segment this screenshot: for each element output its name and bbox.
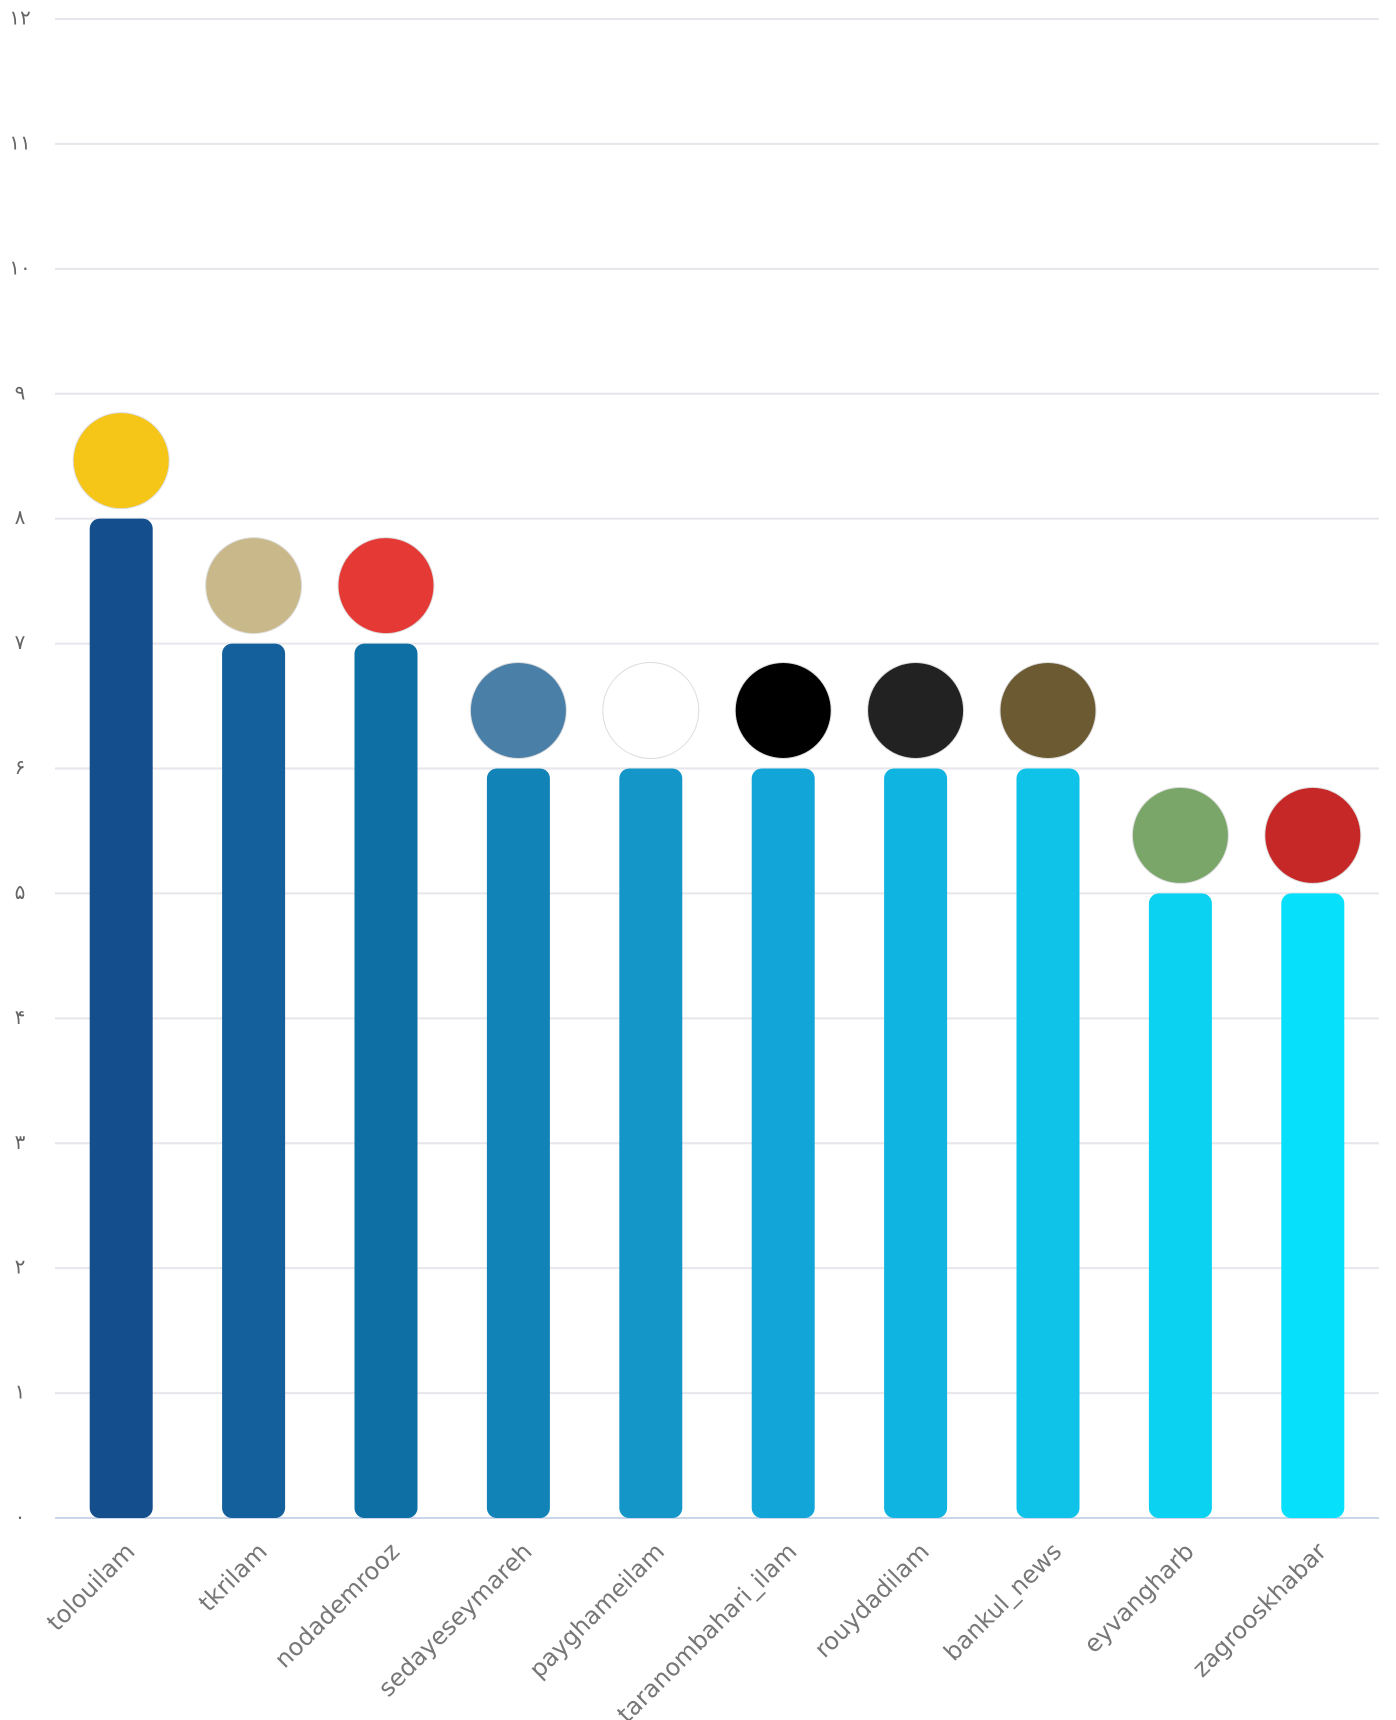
y-tick-label: ۸ (15, 505, 26, 529)
channel-avatar (868, 663, 964, 759)
bar (1017, 769, 1080, 1519)
y-tick-label: ۹ (15, 380, 26, 404)
channel-avatar (470, 663, 566, 759)
channel-avatar (338, 538, 434, 634)
x-tick-label: payghameilam (524, 1537, 670, 1683)
bar (619, 769, 682, 1519)
y-tick-label: ۷ (15, 630, 26, 654)
x-tick-label: nodademrooz (269, 1537, 405, 1673)
y-tick-label: ۱ (15, 1380, 26, 1404)
channel-avatar (1265, 787, 1361, 883)
bar (884, 769, 947, 1519)
x-tick-label: bankul_news (938, 1537, 1067, 1666)
bar (90, 519, 153, 1518)
x-tick-label: zagrooskhabar (1187, 1537, 1332, 1682)
chart: ۰۱۲۳۴۵۶۷۸۹۱۰۱۱۱۲tolouilamtkrilamnodademr… (0, 0, 1396, 1720)
x-tick-label: eyvangharb (1078, 1537, 1199, 1658)
x-tick-label: rouydadilam (809, 1537, 935, 1663)
y-tick-label: ۱۲ (9, 6, 30, 30)
bar (1281, 893, 1344, 1518)
bar (1149, 893, 1212, 1518)
channel-avatar (603, 663, 699, 759)
x-tick-label: tkrilam (193, 1537, 273, 1617)
y-tick-label: ۰ (15, 1505, 26, 1529)
channel-avatar (206, 538, 302, 634)
x-tick-label: tolouilam (41, 1537, 140, 1636)
y-tick-label: ۴ (15, 1005, 26, 1029)
y-tick-label: ۲ (15, 1255, 26, 1279)
y-tick-label: ۱۰ (9, 255, 30, 279)
bar (355, 644, 418, 1518)
channel-avatar (735, 663, 831, 759)
bar (752, 769, 815, 1519)
channel-avatar (73, 413, 169, 509)
channel-avatar (1132, 787, 1228, 883)
page: ۰۱۲۳۴۵۶۷۸۹۱۰۱۱۱۲tolouilamtkrilamnodademr… (0, 0, 1396, 1720)
bar (222, 644, 285, 1518)
y-tick-label: ۶ (15, 755, 26, 779)
y-tick-label: ۳ (15, 1130, 26, 1154)
y-tick-label: ۱۱ (9, 130, 30, 154)
bar (487, 769, 550, 1519)
y-tick-label: ۵ (15, 880, 26, 904)
channel-avatar (1000, 663, 1096, 759)
